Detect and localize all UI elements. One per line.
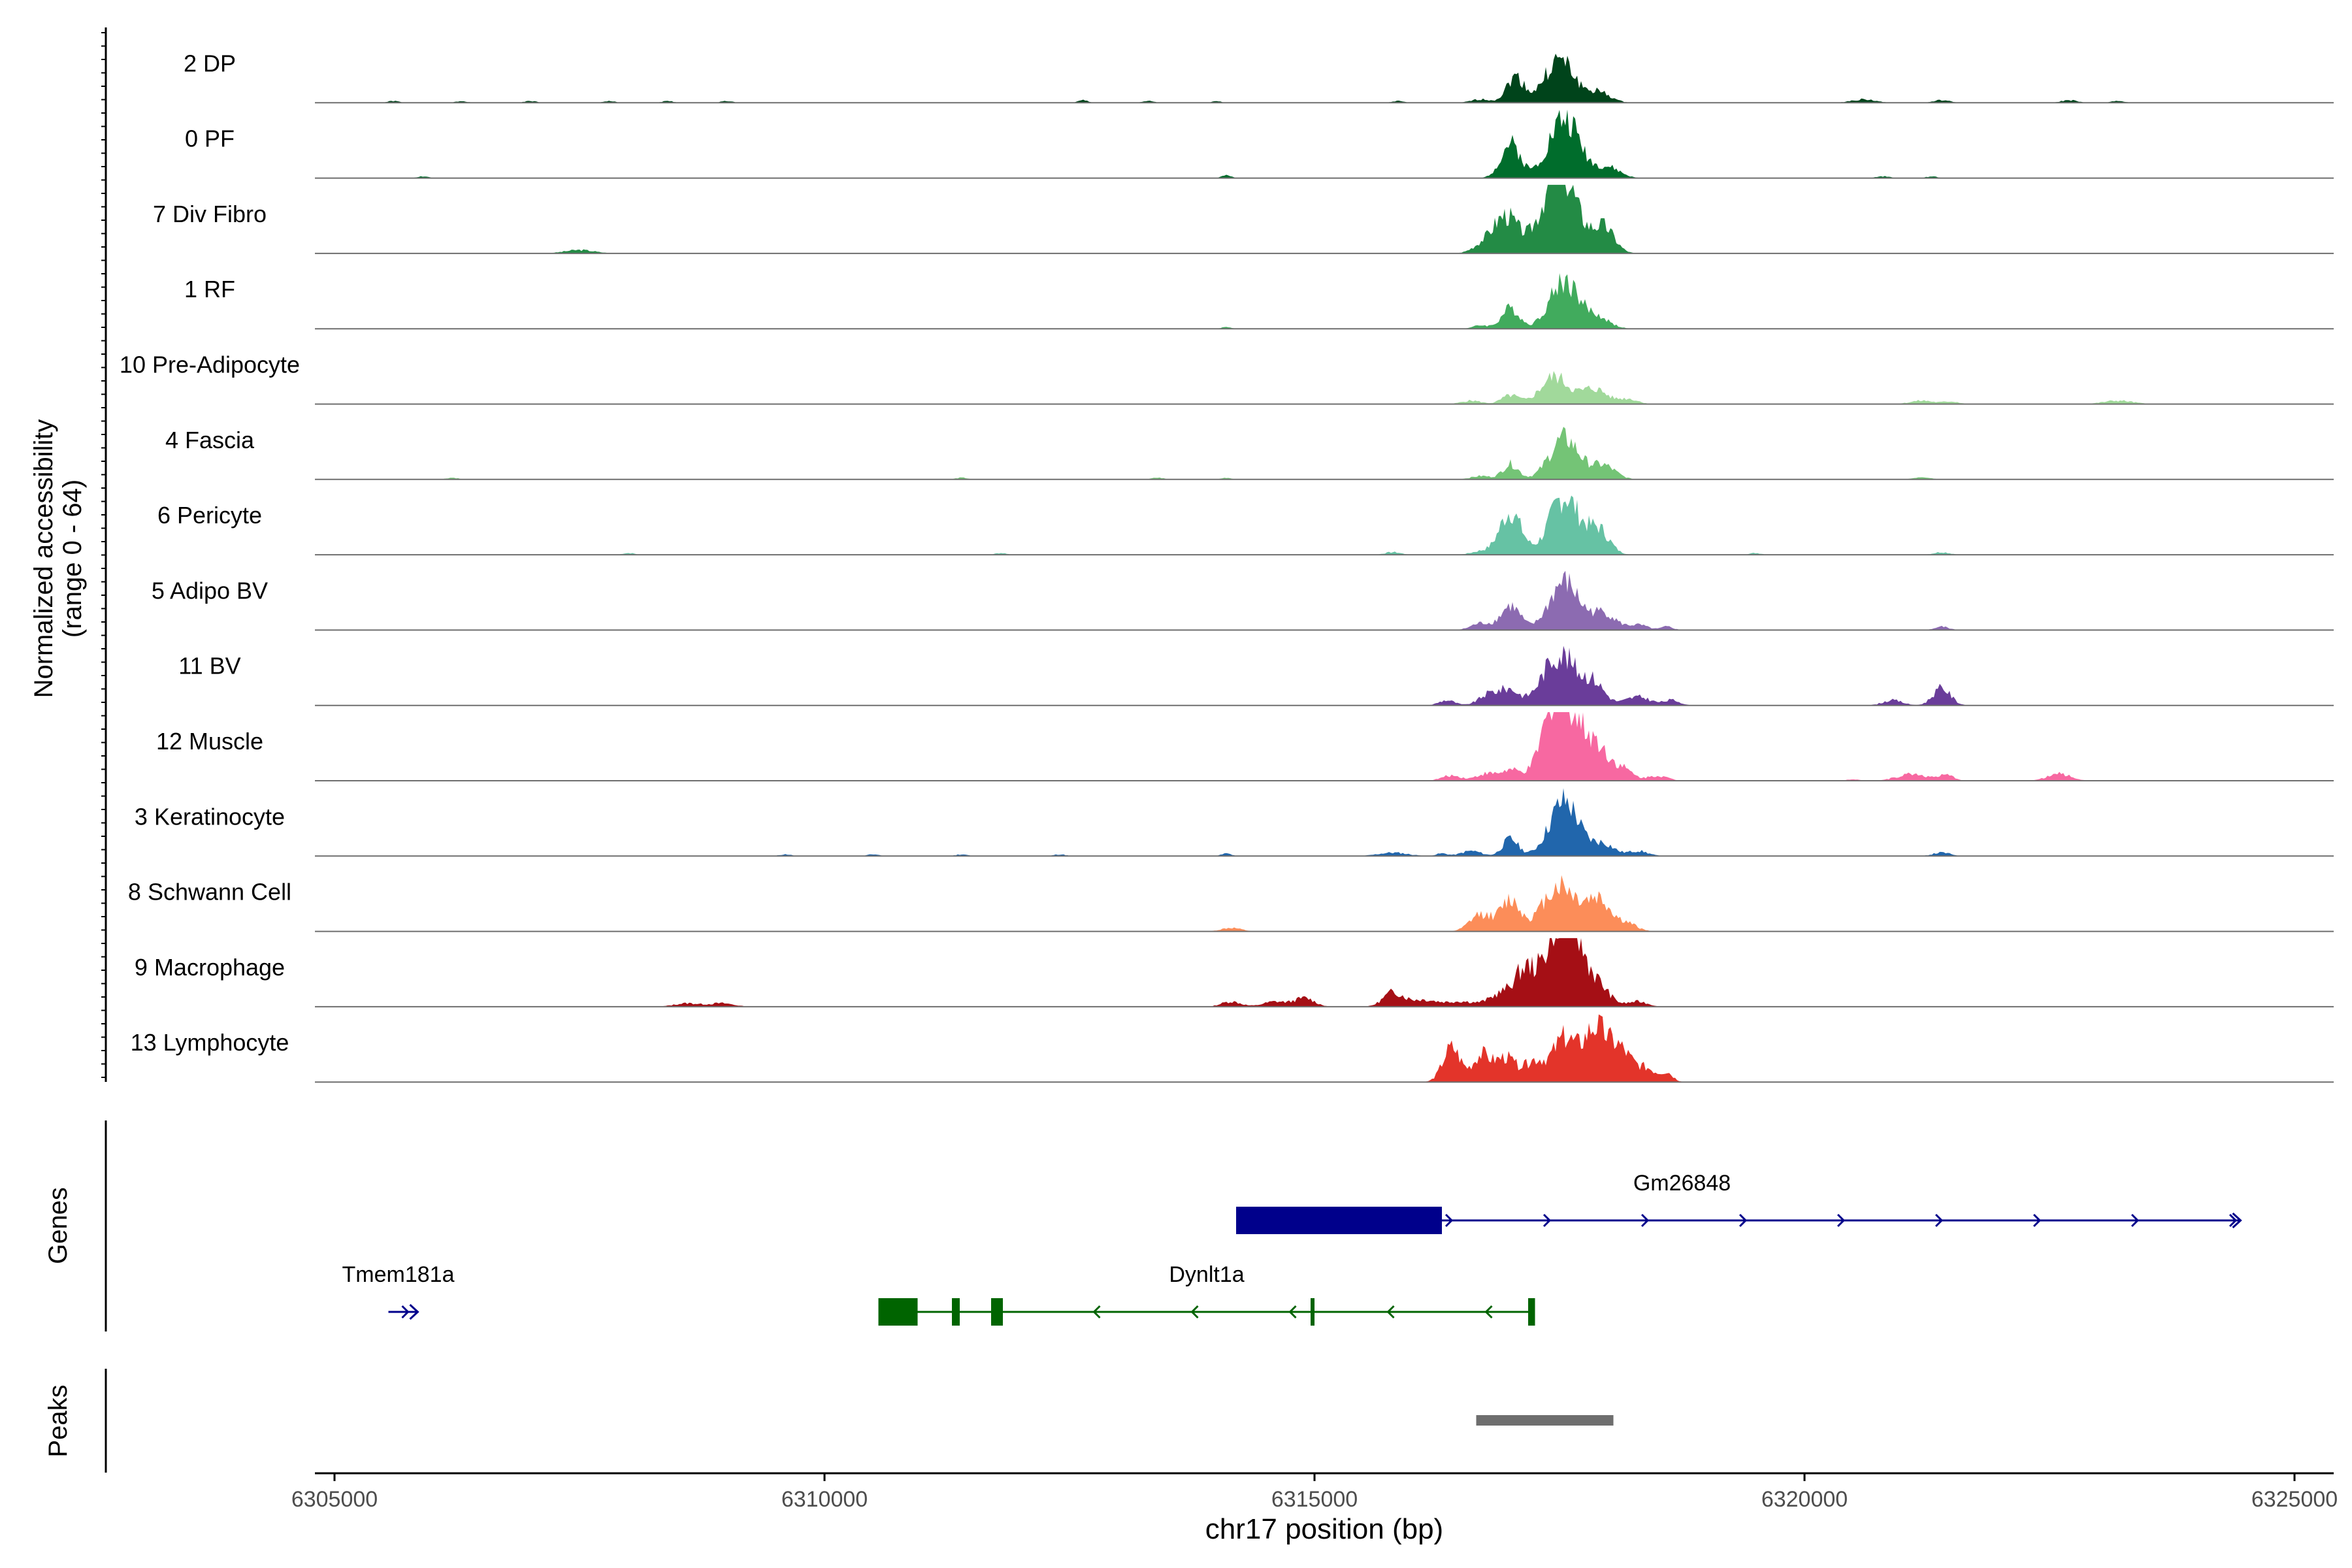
strand-arrow (1837, 1213, 1846, 1228)
track-coverage-area (315, 54, 2334, 103)
strand-arrow (1543, 1213, 1552, 1228)
track-label: 0 PF (185, 125, 235, 152)
gene-gm26848: Gm26848 (1236, 1171, 2242, 1234)
peaks-panel-label: Peaks (44, 1384, 73, 1457)
track-label: 3 Keratinocyte (135, 803, 285, 830)
exon (878, 1298, 918, 1326)
strand-arrow (2033, 1213, 2042, 1228)
exon (1311, 1298, 1315, 1326)
x-axis-label: chr17 position (bp) (1205, 1513, 1443, 1545)
track-label: 1 RF (184, 276, 235, 302)
y-axis-range-label: (range 0 - 64) (58, 480, 87, 638)
track-2-dp: 2 DP (184, 50, 2334, 104)
track-coverage-area (315, 788, 2334, 857)
track-label: 11 BV (178, 653, 240, 679)
track-coverage-area (315, 427, 2334, 480)
strand-arrow (2131, 1213, 2140, 1228)
track-label: 6 Pericyte (157, 502, 262, 529)
strand-arrow (1484, 1305, 1493, 1319)
gene-dynlt1a: Dynlt1a (878, 1262, 1535, 1326)
track-coverage-area (315, 495, 2334, 555)
gene-label: Gm26848 (1633, 1171, 1731, 1196)
x-tick-label: 6315000 (1271, 1487, 1358, 1512)
track-label: 2 DP (184, 50, 236, 76)
track-coverage-area (315, 875, 2334, 932)
strand-arrow (2229, 1213, 2238, 1228)
track-label: 8 Schwann Cell (128, 879, 291, 906)
exon (952, 1298, 960, 1326)
strand-arrow (1386, 1305, 1395, 1319)
x-tick-label: 6310000 (781, 1487, 868, 1512)
track-label: 4 Fascia (165, 427, 255, 453)
strand-arrow (401, 1305, 410, 1319)
track-label: 7 Div Fibro (153, 201, 267, 227)
genes-panel-label: Genes (44, 1187, 73, 1264)
track-5-adipo-bv: 5 Adipo BV (152, 570, 2334, 631)
track-9-macrophage: 9 Macrophage (135, 938, 2334, 1007)
strand-arrow (1445, 1213, 1454, 1228)
x-tick-label: 6305000 (291, 1487, 378, 1512)
track-0-pf: 0 PF (185, 109, 2334, 179)
track-coverage-area (315, 570, 2334, 630)
track-coverage-area (315, 712, 2334, 781)
track-8-schwann-cell: 8 Schwann Cell (128, 875, 2334, 932)
gene-label: Tmem181a (342, 1262, 455, 1287)
gene-annotations: Gm26848 Dynlt1a Tmem181a (342, 1171, 2242, 1326)
exon (1236, 1207, 1442, 1234)
gene-label: Dynlt1a (1169, 1262, 1244, 1287)
strand-arrow (1288, 1305, 1297, 1319)
track-coverage-area (315, 938, 2334, 1007)
track-coverage-area (315, 645, 2334, 706)
strand-arrow (1190, 1305, 1199, 1319)
track-label: 12 Muscle (156, 728, 263, 755)
track-6-pericyte: 6 Pericyte (157, 495, 2334, 556)
x-tick-label: 6325000 (2251, 1487, 2338, 1512)
track-1-rf: 1 RF (184, 273, 2334, 330)
peak-region (1476, 1415, 1614, 1426)
track-label: 10 Pre-Adipocyte (120, 351, 300, 378)
track-coverage-area (315, 1014, 2334, 1083)
x-axis-ticks: 6305000 6310000 6315000 6320000 6325000 (291, 1473, 2338, 1512)
gene-tmem181a: Tmem181a (342, 1262, 455, 1320)
track-11-bv: 11 BV (178, 645, 2334, 706)
y-axis-label: Normalized accessibility (29, 419, 58, 698)
track-coverage-area (315, 370, 2334, 404)
track-4-fascia: 4 Fascia (165, 427, 2334, 480)
track-3-keratinocyte: 3 Keratinocyte (135, 788, 2334, 857)
track-label: 9 Macrophage (135, 954, 285, 981)
strand-arrow (1641, 1213, 1650, 1228)
strand-arrow (1739, 1213, 1748, 1228)
track-coverage-area (315, 184, 2334, 253)
y-axis-ticks (101, 32, 106, 1078)
x-tick-label: 6320000 (1761, 1487, 1848, 1512)
track-coverage-area (315, 273, 2334, 329)
strand-arrow (2232, 1212, 2242, 1229)
exon (1528, 1298, 1535, 1326)
track-10-pre-adipocyte: 10 Pre-Adipocyte (120, 351, 2334, 405)
exon (991, 1298, 1003, 1326)
track-12-muscle: 12 Muscle (156, 712, 2334, 781)
track-label: 5 Adipo BV (152, 577, 268, 604)
track-coverage-area (315, 109, 2334, 178)
coverage-tracks: 2 DP 0 PF 7 Div Fibro 1 RF 10 Pre-Adipocyte 4… (120, 50, 2334, 1083)
track-7-div-fibro: 7 Div Fibro (153, 184, 2334, 254)
strand-arrow (1935, 1213, 1944, 1228)
track-13-lymphocyte: 13 Lymphocyte (131, 1014, 2334, 1083)
strand-arrow (409, 1303, 419, 1320)
strand-arrow (1092, 1305, 1101, 1319)
track-label: 13 Lymphocyte (131, 1029, 289, 1056)
peak-regions (1476, 1415, 1614, 1426)
